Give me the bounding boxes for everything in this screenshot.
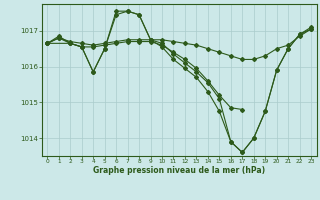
X-axis label: Graphe pression niveau de la mer (hPa): Graphe pression niveau de la mer (hPa): [93, 166, 265, 175]
